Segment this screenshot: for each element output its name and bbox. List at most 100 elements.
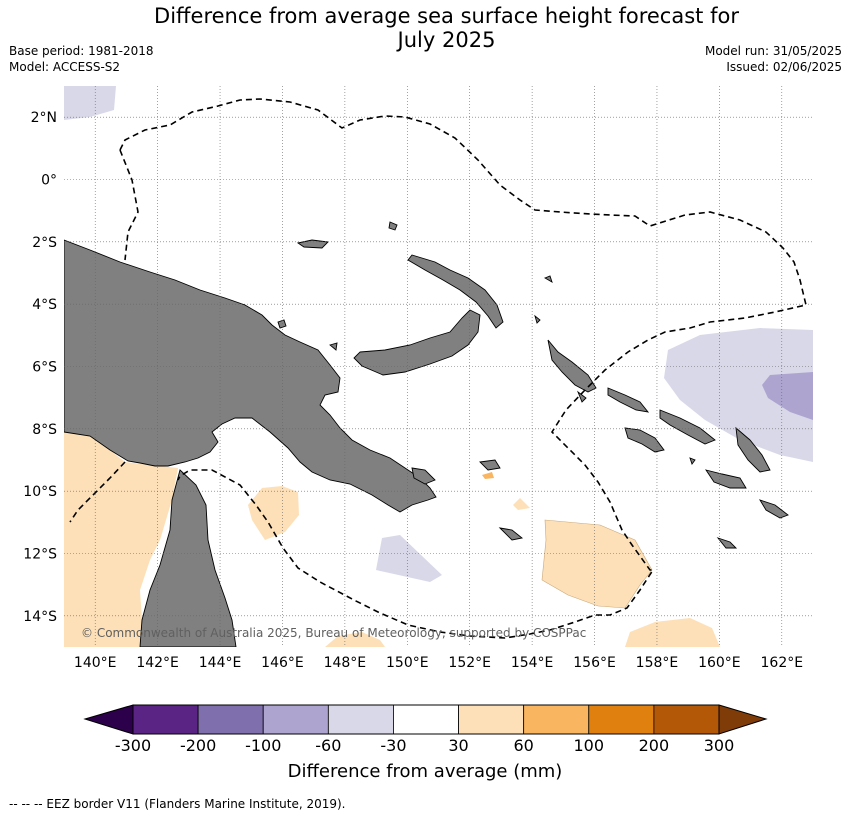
anomaly-positive-30-60: [541, 519, 653, 609]
x-tick-label: 146°E: [261, 655, 304, 671]
colorbar-tick-label: 300: [704, 736, 735, 755]
colorbar-tick-label: -60: [315, 736, 341, 755]
colorbar-segment: [523, 704, 590, 735]
anomaly-negative-60-100: [762, 372, 813, 420]
eez-border-line: [119, 98, 807, 639]
eez-border-line: [119, 149, 139, 261]
gridlines: [64, 86, 813, 647]
land-islet: [329, 342, 338, 351]
colorbar-segment: [197, 704, 264, 735]
meta-right: Model run: 31/05/2025 Issued: 02/06/2025: [705, 43, 842, 75]
land-masses: [64, 221, 789, 647]
colorbar-tick-label: -100: [245, 736, 281, 755]
colorbar-tick-label: 100: [574, 736, 605, 755]
colorbar-tick-label: -30: [380, 736, 406, 755]
anomaly-positive-30-60: [513, 498, 530, 510]
colorbar-tick-label: -300: [115, 736, 151, 755]
colorbar-segment: [393, 704, 459, 735]
copyright-text: © Commonwealth of Australia 2025, Bureau…: [81, 626, 586, 640]
land-islet: [543, 275, 553, 283]
x-tick-label: 144°E: [199, 655, 242, 671]
y-tick-label: 0°: [41, 173, 57, 189]
land-solomons-2: [659, 409, 716, 445]
anomaly-positive-30-60: [325, 632, 385, 647]
colorbar-segment: [132, 704, 199, 735]
land-dentrecasteaux: [411, 467, 436, 485]
y-tick-label: 12°S: [23, 547, 57, 563]
land-solomons-3: [624, 427, 665, 453]
x-tick-label: 152°E: [448, 655, 491, 671]
land-islet: [277, 319, 287, 329]
colorbar-segment: [262, 704, 329, 735]
y-tick-label: 4°S: [32, 297, 57, 313]
y-tick-label: 8°S: [32, 422, 57, 438]
x-tick-label: 158°E: [636, 655, 679, 671]
x-tick-label: 162°E: [761, 655, 804, 671]
land-new-britain: [353, 309, 481, 376]
y-tick-label: 6°S: [32, 360, 57, 376]
model-name: Model: ACCESS-S2: [9, 60, 121, 74]
y-tick-label: 14°S: [23, 609, 57, 625]
land-louisiade: [479, 459, 501, 471]
colorbar-segment: [653, 704, 720, 735]
anomaly-positive-30-60: [248, 486, 299, 540]
issued-date: Issued: 02/06/2025: [726, 60, 842, 74]
anomaly-positive-30-60: [482, 472, 494, 479]
land-woodlark: [498, 527, 524, 541]
land-solomons-1: [607, 387, 650, 413]
land-rossel: [716, 537, 738, 549]
colorbar-label: Difference from average (mm): [287, 761, 563, 782]
land-solomons-5: [704, 469, 747, 489]
colorbar-segment: [588, 704, 655, 735]
land-islet: [534, 314, 541, 324]
x-tick-label: 140°E: [74, 655, 117, 671]
land-solomons-4: [735, 426, 771, 473]
land-solomons-6: [758, 499, 789, 519]
x-tick-label: 142°E: [136, 655, 179, 671]
anomaly-negative-30-60: [64, 86, 116, 120]
land-new-guinea: [64, 239, 437, 513]
anomaly-negative-30-60: [376, 535, 442, 582]
land-new-ireland: [407, 254, 504, 329]
map-title: Difference from average sea surface heig…: [0, 4, 850, 52]
colorbar-tick-label: 60: [513, 736, 533, 755]
colorbar-segment: [458, 704, 525, 735]
land-islet: [689, 457, 696, 465]
y-axis-ticks: 2°N 0° 2°S 4°S 6°S 8°S 10°S 12°S 14°S: [23, 110, 57, 625]
footer-eez-note: -- -- -- EEZ border V11 (Flanders Marine…: [9, 797, 346, 811]
eez-border: [69, 98, 807, 639]
y-tick-label: 2°S: [32, 235, 57, 251]
x-tick-label: 150°E: [386, 655, 429, 671]
anomaly-negative-30-60: [664, 328, 813, 462]
map-layers: [64, 86, 813, 647]
colorbar-ticks: -300 -200 -100 -60 -30 30 60 100 200 300: [115, 736, 734, 755]
colorbar-tick-label: 200: [639, 736, 670, 755]
land-bougainville: [547, 339, 597, 393]
eez-border-line: [69, 461, 126, 523]
colorbar-tick-label: -200: [180, 736, 216, 755]
anomaly-positive-30-60: [64, 428, 178, 647]
y-tick-label: 2°N: [31, 110, 57, 126]
title-line-2: July 2025: [397, 28, 496, 52]
colorbar-extend-low: [83, 704, 134, 735]
x-tick-label: 156°E: [573, 655, 616, 671]
colorbar-segment: [327, 704, 394, 735]
x-axis-ticks: 140°E 142°E 144°E 146°E 148°E 150°E 152°E 154°E…: [74, 655, 803, 671]
anomaly-regions: [64, 86, 813, 647]
colorbar-frame: [132, 704, 720, 735]
colorbar-tick-label: 30: [448, 736, 468, 755]
meta-left: Base period: 1981-2018 Model: ACCESS-S2: [9, 43, 154, 75]
x-tick-label: 160°E: [698, 655, 741, 671]
land-manus: [296, 239, 329, 249]
land-islet: [388, 221, 398, 231]
x-tick-label: 148°E: [324, 655, 367, 671]
anomaly-positive-30-60: [625, 618, 720, 647]
base-period: Base period: 1981-2018: [9, 44, 154, 58]
land-islet: [576, 390, 587, 403]
model-run: Model run: 31/05/2025: [704, 44, 842, 58]
land-cape-york: [139, 469, 237, 647]
colorbar-segments: [132, 704, 720, 735]
colorbar: -300 -200 -100 -60 -30 30 60 100 200 300: [83, 704, 768, 755]
title-line-1: Difference from average sea surface heig…: [154, 4, 739, 28]
